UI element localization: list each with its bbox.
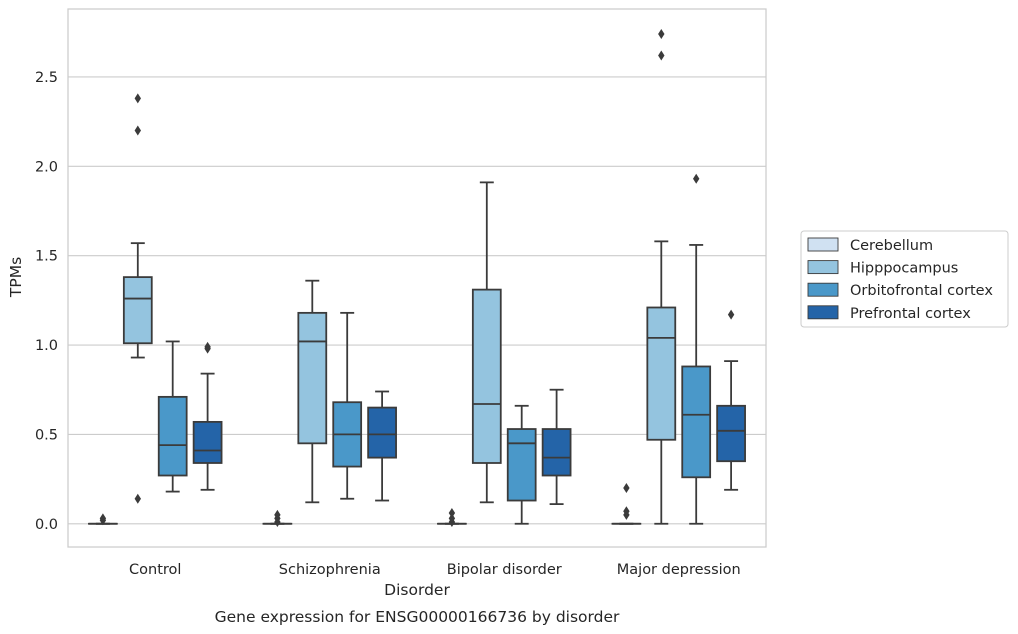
legend-label: Cerebellum	[850, 238, 933, 254]
legend: Cerebellum Hipppocampus Orbitofrontal cort…	[800, 230, 1009, 328]
outlier-point	[658, 29, 665, 40]
y-tick-label: 2.5	[35, 70, 58, 86]
box-body	[122, 276, 153, 345]
outlier-point	[274, 509, 281, 520]
y-tick-label: 0.5	[35, 427, 58, 443]
x-tick-label: Control	[129, 562, 181, 578]
outlier-point	[623, 483, 630, 494]
legend-label: Prefrontal cortex	[850, 306, 971, 322]
legend-label: Hipppocampus	[850, 261, 958, 277]
legend-items: Cerebellum Hipppocampus Orbitofrontal cort…	[807, 237, 993, 322]
x-tick-labels: Control Schizophrenia Bipolar disorder Majo…	[129, 562, 741, 578]
box-body	[192, 420, 223, 464]
box-prefrontal-cortex	[192, 341, 223, 491]
box-cerebellum	[437, 508, 467, 527]
legend-swatch	[807, 282, 839, 297]
box-orbitofrontal-cortex	[506, 404, 537, 525]
box-hipppocampus	[471, 181, 502, 504]
box-prefrontal-cortex	[716, 309, 746, 491]
box-body	[716, 404, 746, 463]
outlier-point	[727, 309, 735, 320]
box-body	[506, 428, 537, 502]
plot-frame	[67, 8, 767, 548]
x-tick-label: Major depression	[617, 562, 741, 578]
box-body	[646, 306, 677, 441]
box-prefrontal-cortex	[541, 388, 572, 506]
boxes	[88, 29, 746, 527]
legend-swatch	[807, 237, 839, 252]
outlier-point	[99, 513, 107, 524]
outlier-point	[693, 173, 700, 184]
outlier-point	[134, 93, 141, 104]
outlier-point	[134, 125, 141, 136]
box-orbitofrontal-cortex	[681, 173, 712, 525]
legend-frame	[800, 230, 1009, 328]
outlier-point	[134, 493, 141, 504]
y-tick-label: 0.0	[35, 517, 58, 533]
y-axis-label: TPMs	[7, 257, 25, 298]
box-orbitofrontal-cortex	[332, 311, 363, 500]
box-cerebellum	[611, 483, 642, 525]
outlier-point	[204, 341, 211, 352]
box-prefrontal-cortex	[367, 390, 397, 502]
box-body	[471, 288, 502, 464]
legend-label: Orbitofrontal cortex	[850, 283, 993, 299]
box-hipppocampus	[297, 279, 328, 504]
box-body	[157, 395, 188, 477]
y-tick-labels: 0.0 0.5 1.0 1.5 2.0 2.5	[35, 70, 58, 533]
box-hipppocampus	[122, 93, 153, 504]
x-tick-label: Schizophrenia	[279, 562, 381, 578]
box-hipppocampus	[646, 29, 677, 525]
y-tick-label: 1.0	[35, 338, 58, 354]
outlier-point	[658, 50, 665, 61]
x-axis-label: Disorder	[384, 581, 450, 599]
outlier-point	[448, 508, 456, 519]
chart-title: Gene expression for ENSG00000166736 by d…	[215, 608, 620, 626]
y-tick-label: 1.5	[35, 249, 58, 265]
legend-swatch	[807, 260, 839, 275]
box-body	[541, 428, 572, 477]
legend-swatch	[807, 305, 839, 320]
x-tick-label: Bipolar disorder	[447, 562, 562, 578]
box-cerebellum	[262, 509, 293, 527]
y-tick-label: 2.0	[35, 159, 58, 175]
box-body	[681, 365, 712, 479]
outlier-point	[448, 513, 456, 524]
box-body	[367, 406, 397, 459]
box-body	[297, 311, 328, 445]
box-cerebellum	[88, 513, 118, 526]
box-orbitofrontal-cortex	[157, 340, 188, 493]
outlier-point	[623, 506, 630, 517]
